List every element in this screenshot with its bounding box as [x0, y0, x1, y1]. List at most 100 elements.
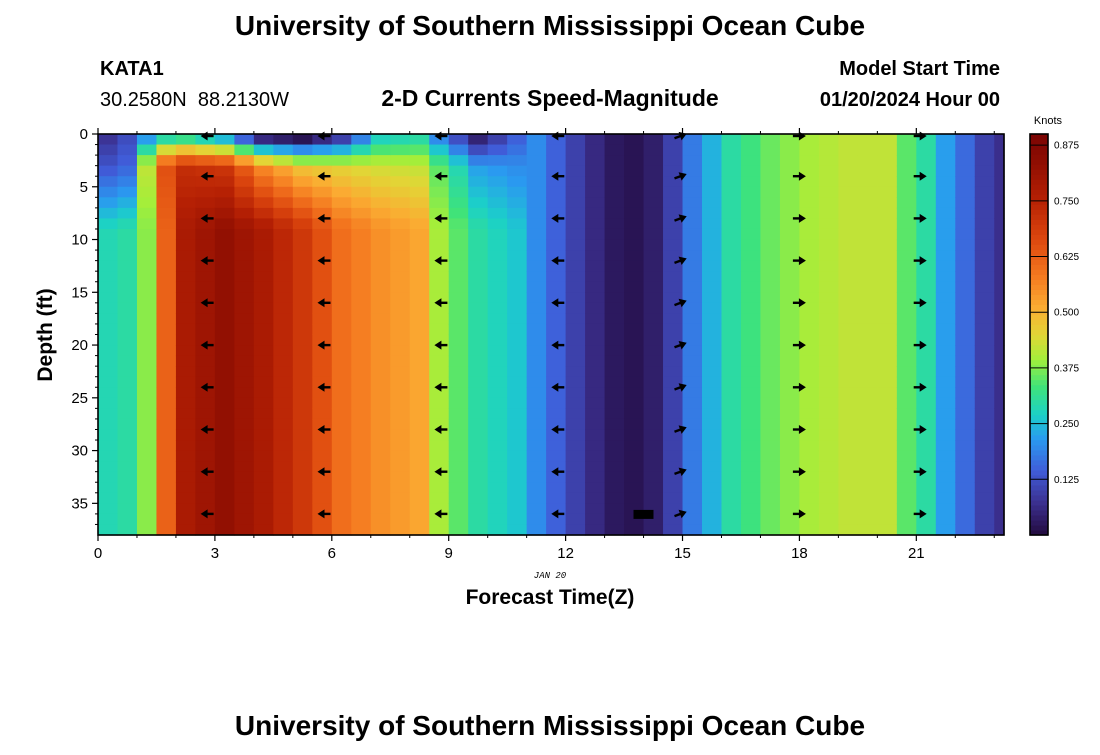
heatmap-cell — [390, 260, 411, 272]
current-vector-arrow — [913, 509, 927, 519]
heatmap-cell — [721, 450, 742, 462]
heatmap-cell — [98, 513, 119, 526]
heatmap-cell — [351, 408, 372, 420]
heatmap-cell — [935, 218, 956, 230]
heatmap-cell — [331, 408, 352, 420]
heatmap-cell — [916, 323, 937, 336]
vector-head — [798, 467, 806, 477]
colorbar-segment — [1030, 299, 1048, 306]
heatmap-cell — [253, 376, 274, 388]
heatmap-cell — [331, 260, 352, 272]
heatmap-cell — [117, 524, 138, 536]
heatmap-cell — [195, 186, 216, 198]
heatmap-cell — [156, 260, 177, 272]
heatmap-cell — [721, 408, 742, 420]
heatmap-cell — [234, 492, 255, 504]
heatmap-cell — [214, 471, 235, 483]
heatmap-cell — [955, 471, 976, 483]
heatmap-cell — [175, 239, 197, 251]
heatmap-cell — [156, 207, 177, 220]
heatmap-cell — [117, 144, 138, 156]
heatmap-cell — [565, 355, 586, 367]
heatmap-cell — [955, 271, 976, 283]
heatmap-cell — [955, 503, 976, 515]
heatmap-cell — [935, 387, 956, 399]
heatmap-cell — [994, 176, 1005, 188]
heatmap-cell — [799, 144, 820, 156]
heatmap-cell — [351, 239, 372, 251]
heatmap-cell — [585, 197, 606, 209]
current-vector-arrow — [200, 467, 214, 477]
heatmap-cell — [331, 313, 352, 325]
heatmap-cell — [857, 461, 878, 473]
heatmap-cell — [955, 450, 976, 462]
heatmap-cell — [136, 334, 158, 346]
heatmap-cell — [117, 376, 138, 388]
vector-head — [678, 341, 687, 350]
heatmap-cell — [312, 355, 333, 367]
heatmap-cell — [117, 429, 138, 441]
heatmap-cell — [818, 155, 839, 167]
heatmap-cell — [838, 250, 859, 262]
heatmap-cell — [117, 418, 138, 431]
heatmap-cell — [604, 450, 625, 462]
heatmap-cell — [974, 165, 995, 177]
current-vector-arrow — [792, 298, 806, 308]
heatmap-cell — [214, 260, 235, 272]
heatmap-cell — [916, 513, 937, 526]
heatmap-cell — [331, 387, 352, 399]
heatmap-cell — [117, 355, 138, 367]
heatmap-cell — [624, 366, 645, 378]
heatmap-cell — [526, 144, 547, 156]
heatmap-cell — [760, 513, 781, 526]
heatmap-cell — [721, 197, 742, 209]
heatmap-cell — [546, 345, 567, 357]
heatmap-cell — [175, 260, 197, 272]
heatmap-cell — [818, 218, 839, 230]
heatmap-cell — [312, 271, 333, 283]
heatmap-cell — [526, 387, 547, 399]
heatmap-cell — [857, 197, 878, 209]
colorbar-segment — [1030, 489, 1048, 496]
heatmap-cell — [974, 292, 995, 304]
heatmap-cell — [760, 492, 781, 504]
heatmap-cell — [740, 482, 762, 494]
colorbar-segment — [1030, 314, 1048, 321]
heatmap-cell — [818, 239, 839, 251]
heatmap-cell — [974, 397, 995, 409]
colorbar-segment — [1030, 259, 1048, 265]
heatmap-cell — [312, 461, 333, 473]
heatmap-cell — [935, 461, 956, 473]
heatmap-cell — [448, 461, 469, 473]
heatmap-cell — [779, 503, 801, 515]
heatmap-cell — [507, 450, 528, 462]
heatmap-cell — [721, 165, 742, 177]
heatmap-cell — [585, 281, 606, 293]
heatmap-cell — [292, 513, 313, 526]
heatmap-cell — [312, 408, 333, 420]
heatmap-cell — [896, 376, 917, 388]
heatmap-cell — [526, 355, 547, 367]
heatmap-cell — [896, 197, 917, 209]
vector-head — [434, 467, 442, 477]
heatmap-cell — [370, 186, 391, 198]
heatmap-cell — [273, 260, 294, 272]
heatmap-cell — [487, 503, 508, 515]
heatmap-cell — [760, 186, 781, 198]
heatmap-cell — [702, 134, 723, 146]
heatmap-cell — [98, 134, 119, 146]
heatmap-cell — [214, 397, 235, 409]
heatmap-cell — [507, 250, 528, 262]
heatmap-cell — [643, 461, 664, 473]
heatmap-cell — [136, 271, 158, 283]
heatmap-cell — [253, 176, 274, 188]
heatmap-cell — [721, 524, 742, 536]
heatmap-cell — [468, 176, 489, 188]
heatmap-cell — [643, 134, 664, 146]
heatmap-cell — [234, 366, 255, 378]
colorbar-segment — [1030, 389, 1048, 396]
heatmap-cell — [331, 302, 352, 314]
heatmap-cell — [935, 450, 956, 462]
heatmap-cell — [370, 281, 391, 293]
heatmap-cell — [818, 355, 839, 367]
